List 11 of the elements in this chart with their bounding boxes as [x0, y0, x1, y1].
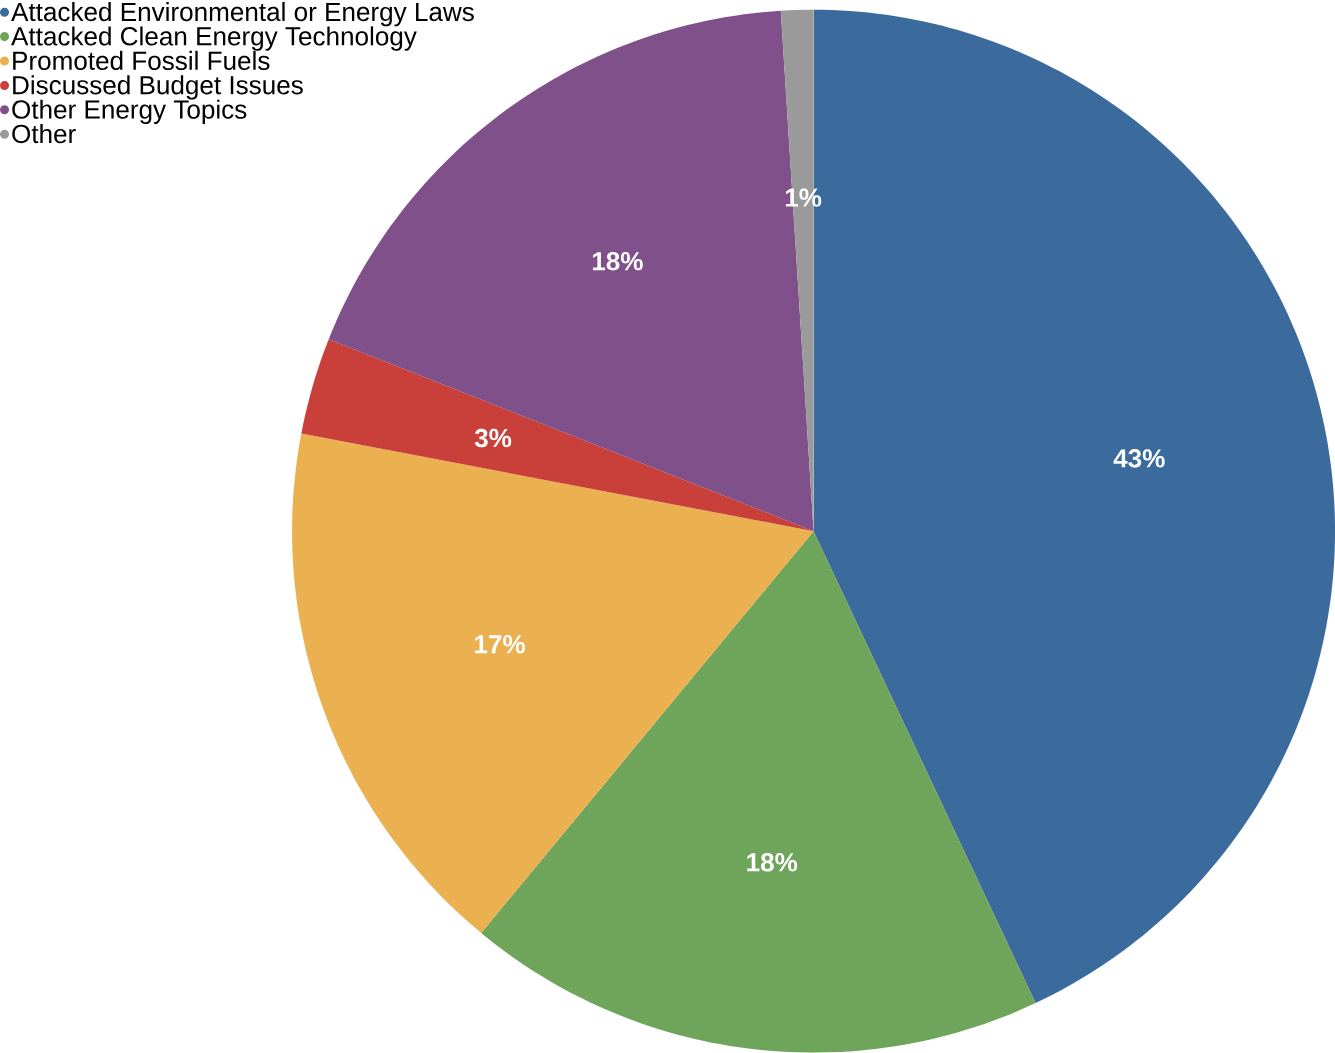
data-label: 3%: [474, 428, 512, 448]
data-label: 18%: [747, 853, 798, 872]
legend-label: Attacked Environmental or Energy Laws: [11, 2, 474, 27]
data-label: 43%: [1113, 449, 1165, 468]
legend-label: Discussed Budget Issues: [13, 75, 303, 100]
legend-label: Other Energy Topics: [12, 99, 247, 125]
data-label: 18%: [592, 252, 643, 271]
legend-label: Promoted Fossil Fuels: [13, 51, 270, 71]
legend-label: Other: [12, 124, 76, 144]
data-label: 17%: [475, 635, 525, 654]
legend-label: Attacked Clean Energy Technology: [11, 26, 417, 51]
